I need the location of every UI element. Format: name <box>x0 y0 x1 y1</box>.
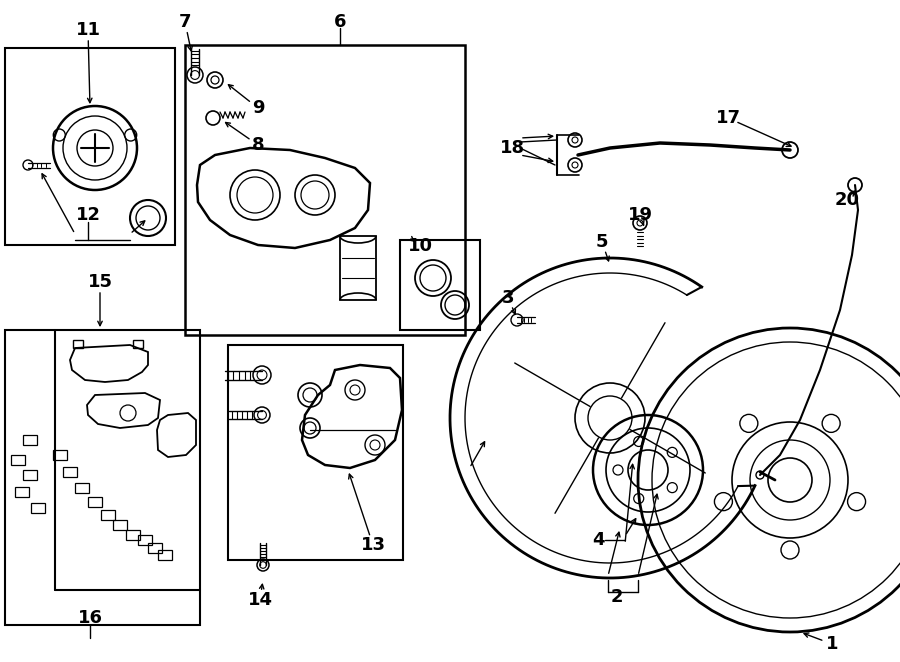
Text: 3: 3 <box>502 289 514 307</box>
Bar <box>23 470 37 480</box>
Text: 20: 20 <box>834 191 860 209</box>
Bar <box>63 467 77 477</box>
Text: 12: 12 <box>76 206 101 224</box>
Bar <box>75 483 89 493</box>
Bar <box>5 330 200 625</box>
Text: 11: 11 <box>76 21 101 39</box>
Text: 14: 14 <box>248 591 273 609</box>
Text: 5: 5 <box>596 233 608 251</box>
Bar <box>15 487 29 497</box>
Text: 2: 2 <box>611 588 623 606</box>
Text: 10: 10 <box>408 237 433 255</box>
Bar <box>148 543 162 553</box>
Bar <box>340 236 376 300</box>
Text: 13: 13 <box>361 536 385 554</box>
Text: 1: 1 <box>826 635 838 653</box>
Bar <box>133 340 143 348</box>
Text: 7: 7 <box>179 13 192 31</box>
Text: 17: 17 <box>716 109 741 127</box>
Bar <box>228 345 403 560</box>
Bar <box>101 510 115 520</box>
Bar <box>400 240 480 330</box>
Text: 4: 4 <box>592 531 604 549</box>
Bar <box>138 535 152 545</box>
Text: 18: 18 <box>500 139 525 157</box>
Bar <box>31 503 45 513</box>
Text: 6: 6 <box>334 13 346 31</box>
Text: 8: 8 <box>252 136 265 154</box>
Bar <box>158 550 172 560</box>
Text: 16: 16 <box>77 609 103 627</box>
Bar <box>73 340 83 348</box>
Bar <box>185 45 465 335</box>
Text: 15: 15 <box>87 273 112 291</box>
Bar <box>126 530 140 540</box>
Bar <box>88 497 102 507</box>
Bar <box>23 435 37 445</box>
Bar <box>5 48 175 245</box>
Text: 9: 9 <box>252 99 265 117</box>
Text: 19: 19 <box>627 206 652 224</box>
Bar <box>113 520 127 530</box>
Bar <box>11 455 25 465</box>
Bar <box>53 450 67 460</box>
